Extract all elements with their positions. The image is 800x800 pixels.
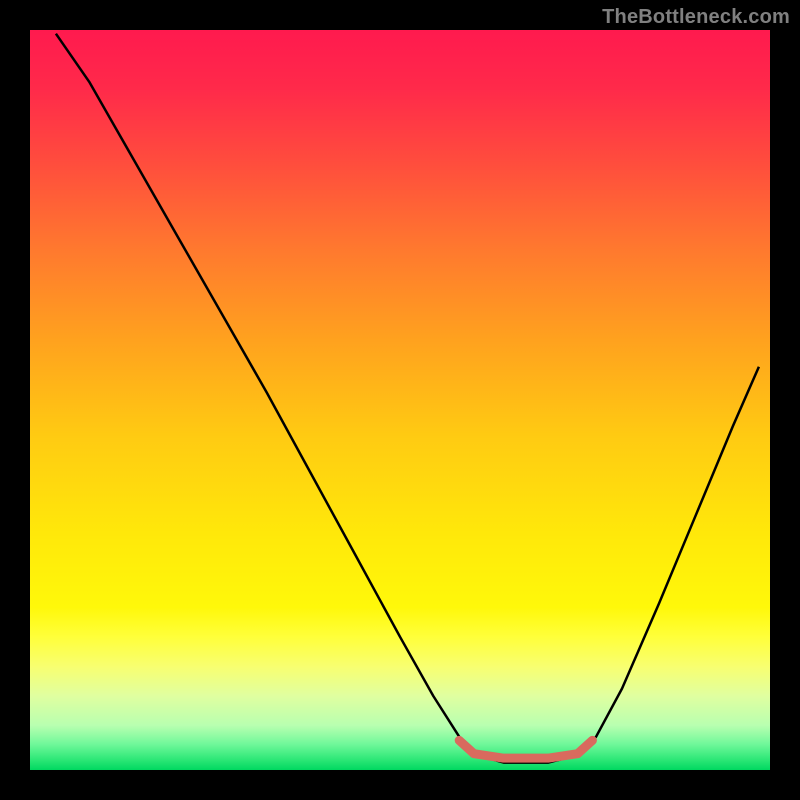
chart-gradient-bg xyxy=(30,30,770,770)
bottleneck-chart xyxy=(0,0,800,800)
chart-container: TheBottleneck.com xyxy=(0,0,800,800)
watermark-label: TheBottleneck.com xyxy=(602,6,790,29)
